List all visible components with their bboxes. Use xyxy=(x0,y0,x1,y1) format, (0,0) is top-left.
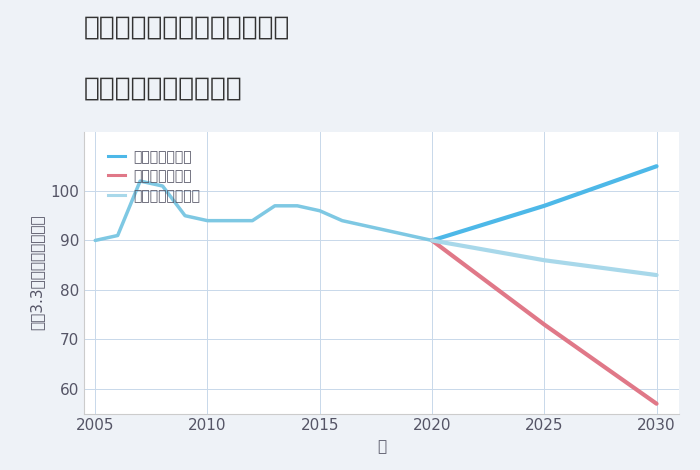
Y-axis label: 坪（3.3㎡）単価（万円）: 坪（3.3㎡）単価（万円） xyxy=(29,215,45,330)
Text: 中古戸建ての価格推移: 中古戸建ての価格推移 xyxy=(84,75,243,101)
Legend: グッドシナリオ, バッドシナリオ, ノーマルシナリオ: グッドシナリオ, バッドシナリオ, ノーマルシナリオ xyxy=(103,144,206,208)
X-axis label: 年: 年 xyxy=(377,439,386,454)
Text: 兵庫県姫路市北平野南の町の: 兵庫県姫路市北平野南の町の xyxy=(84,14,290,40)
